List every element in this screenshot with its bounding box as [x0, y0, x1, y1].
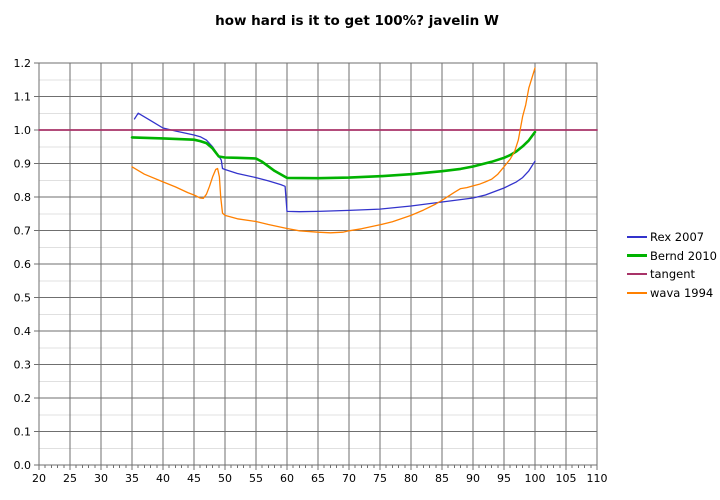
tick-label: 0.4: [14, 325, 32, 338]
tick-label: 60: [280, 472, 294, 485]
legend-label: wava 1994: [650, 285, 714, 300]
tick-label: 0.0: [14, 459, 32, 472]
tick-label: 25: [63, 472, 77, 485]
tick-label: 0.5: [14, 292, 32, 305]
tick-label: 70: [342, 472, 356, 485]
tick-label: 1.2: [14, 57, 32, 70]
tick-label: 0.8: [14, 191, 32, 204]
legend-line-swatch: [627, 273, 647, 276]
major-gridlines: [38, 62, 598, 466]
legend-item-rex-2007: Rex 2007: [627, 228, 717, 247]
tick-label: 0.3: [14, 359, 32, 372]
tick-label: 95: [497, 472, 511, 485]
tick-label: 85: [435, 472, 449, 485]
legend-item-tangent: tangent: [627, 265, 717, 284]
tick-label: 45: [187, 472, 201, 485]
legend-label: Bernd 2010: [650, 248, 718, 263]
tick-label: 1.1: [14, 91, 32, 104]
series-wava-1994: [131, 67, 536, 234]
tick-label: 90: [466, 472, 480, 485]
tick-label: 50: [218, 472, 232, 485]
tick-label: 110: [587, 472, 608, 485]
legend-label: Rex 2007: [650, 230, 705, 245]
tick-label: 105: [556, 472, 577, 485]
series-rex-2007: [133, 112, 536, 213]
tick-label: 55: [249, 472, 263, 485]
tick-label: 1.0: [14, 124, 32, 137]
tick-label: 30: [94, 472, 108, 485]
tick-label: 0.6: [14, 258, 32, 271]
tick-label: 35: [125, 472, 139, 485]
legend-item-bernd-2010: Bernd 2010: [627, 247, 717, 266]
series-bernd-2010: [130, 130, 537, 180]
legend-line-swatch: [627, 236, 647, 239]
chart-title: how hard is it to get 100%? javelin W: [215, 13, 499, 29]
tick-label: 0.9: [14, 158, 32, 171]
legend-line-swatch: [627, 254, 647, 258]
y-axis-labels: 0.0 0.1 0.2 0.3 0.4 0.5 0.6 0.7 0.8 0.9 1.0 1.1 1.2: [14, 57, 32, 472]
tick-label: 0.2: [14, 392, 32, 405]
tick-label: 75: [373, 472, 387, 485]
tick-label: 0.7: [14, 225, 32, 238]
legend-line-swatch: [627, 291, 647, 294]
tick-label: 80: [404, 472, 418, 485]
x-axis-labels: 20 25 30 35 40 45 50 55 60 65 70 75 80 85 90 95 100 105 11…: [32, 472, 608, 485]
tick-label: 65: [311, 472, 325, 485]
tick-label: 0.1: [14, 426, 32, 439]
axis-ticks: [34, 62, 598, 470]
tick-label: 20: [32, 472, 46, 485]
tick-label: 40: [156, 472, 170, 485]
tick-label: 100: [525, 472, 546, 485]
legend-label: tangent: [650, 267, 696, 282]
legend: Rex 2007 Bernd 2010 tangent wava 1994: [627, 228, 717, 302]
legend-item-wava-1994: wava 1994: [627, 284, 717, 303]
